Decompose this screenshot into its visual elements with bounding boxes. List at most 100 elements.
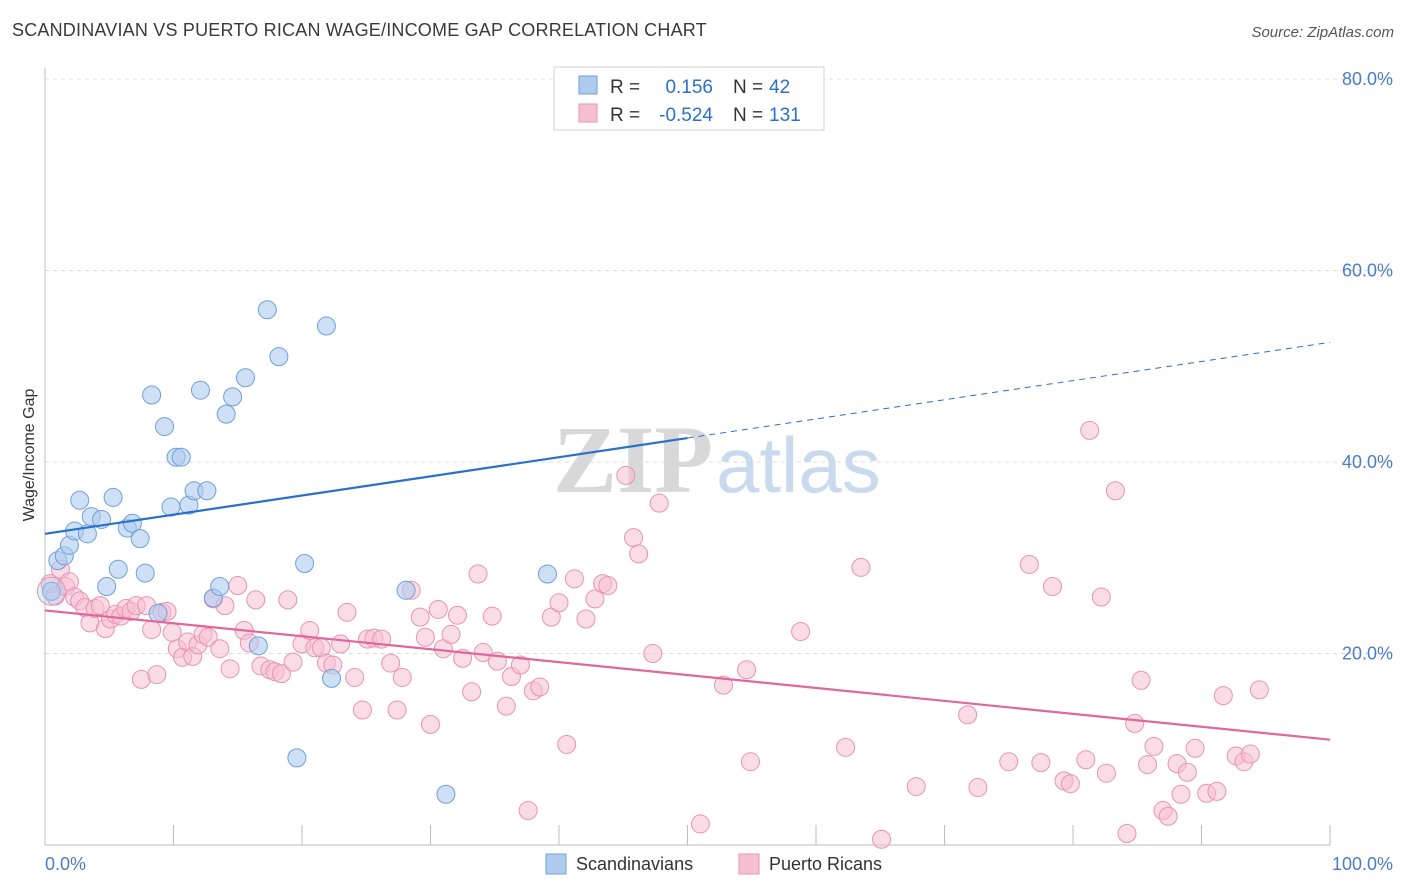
legend-n-value-1: 42 [769, 77, 790, 98]
puerto-rican-point [283, 652, 303, 672]
puerto-rican-point [162, 622, 182, 642]
puerto-rican-point [1019, 554, 1039, 574]
y-tick-label: 80.0% [1342, 69, 1393, 89]
scandinavian-point [216, 404, 236, 424]
y-tick-label: 60.0% [1342, 261, 1393, 281]
puerto-rican-point [643, 644, 663, 663]
scandinavian-point [269, 347, 289, 367]
puerto-rican-point [392, 667, 412, 687]
scandinavian-point [70, 490, 90, 510]
puerto-rican-point [585, 589, 605, 609]
puerto-rican-point [421, 714, 440, 734]
bottom-legend-swatch-scandinavian [545, 853, 567, 875]
puerto-rican-point [1125, 713, 1145, 733]
puerto-rican-point [836, 737, 856, 757]
x-tick-label: 100.0% [1332, 854, 1393, 874]
puerto-rican-point [906, 777, 926, 797]
puerto-rican-point [564, 569, 584, 589]
puerto-rican-point [1096, 763, 1116, 783]
scandinavian-point [396, 580, 416, 600]
puerto-rican-point [410, 607, 430, 627]
puerto-rican-point [1031, 753, 1051, 773]
scandinavian-trend-line [44, 436, 688, 535]
scandinavian-trend-extension [687, 341, 1331, 439]
puerto-rican-point [510, 655, 530, 675]
puerto-rican-point [1144, 736, 1164, 756]
puerto-rican-points [40, 420, 1269, 849]
puerto-rican-point [958, 705, 978, 725]
scandinavian-point [197, 481, 217, 501]
scandinavian-points [36, 107, 610, 804]
puerto-rican-point [220, 659, 240, 679]
cluster-point [36, 576, 66, 606]
y-axis-title: Wage/Income Gap [21, 389, 38, 522]
puerto-rican-point [851, 557, 871, 577]
scandinavian-point [148, 603, 168, 623]
scandinavian-point [316, 316, 336, 336]
axes [44, 68, 1331, 846]
scandinavian-point [223, 387, 243, 407]
scandinavian-point [135, 563, 155, 583]
bottom-legend-label-puerto-ricans: Puerto Ricans [769, 854, 882, 874]
legend-r-value-2: -0.524 [659, 105, 713, 126]
puerto-rican-point [557, 734, 577, 754]
puerto-rican-point [1158, 806, 1178, 826]
legend-r-label-1: R = [610, 77, 640, 98]
series-legend: Scandinavians Puerto Ricans [545, 853, 882, 875]
y-tick-label: 20.0% [1342, 644, 1393, 664]
legend-n-value-2: 131 [769, 105, 801, 126]
puerto-rican-point [690, 814, 710, 834]
puerto-rican-point [872, 829, 892, 849]
y-tick-label: 40.0% [1342, 452, 1393, 472]
puerto-rican-point [616, 465, 636, 485]
puerto-rican-point [1177, 762, 1197, 782]
scandinavian-point [295, 553, 315, 573]
puerto-rican-point [90, 596, 110, 616]
puerto-rican-point [649, 493, 669, 513]
legend-r-label-2: R = [610, 105, 640, 126]
puerto-rican-point [142, 620, 162, 640]
puerto-rican-point [428, 599, 448, 619]
puerto-rican-point [530, 677, 550, 697]
trend-lines [44, 341, 1331, 741]
x-tick-label: 0.0% [45, 854, 86, 874]
scandinavian-point [436, 784, 456, 804]
puerto-rican-point [387, 700, 407, 720]
puerto-rican-point [518, 801, 538, 821]
legend-n-label-1: N = [733, 77, 763, 98]
source-credit: Source: ZipAtlas.com [1251, 24, 1394, 41]
puerto-rican-point [740, 752, 760, 772]
puerto-rican-point [1060, 774, 1080, 794]
legend-swatch-puerto-rican [578, 103, 598, 123]
scandinavian-point [190, 380, 210, 400]
correlation-legend: R = 0.156 N = 42 R = -0.524 N = 131 [553, 66, 825, 131]
watermark-atlas: atlas [716, 421, 881, 509]
puerto-rican-point [300, 621, 320, 641]
scandinavian-point [537, 564, 557, 584]
grid-lines [45, 78, 1392, 654]
watermark-zip: ZIP [553, 406, 713, 513]
scandinavian-point [235, 368, 255, 388]
scandinavian-point [257, 300, 277, 320]
scandinavian-point [122, 513, 142, 533]
puerto-rican-point [271, 664, 291, 684]
puerto-rican-point [147, 665, 167, 685]
puerto-rican-point [228, 576, 248, 596]
scandinavian-point [171, 447, 191, 467]
scandinavian-point [97, 576, 117, 596]
puerto-rican-point [598, 576, 618, 596]
puerto-rican-point [198, 627, 218, 647]
puerto-rican-point [791, 621, 811, 641]
puerto-rican-point [1138, 755, 1158, 775]
puerto-rican-point [576, 609, 596, 629]
bottom-legend-label-scandinavians: Scandinavians [576, 854, 693, 874]
scandinavian-point [248, 636, 268, 656]
puerto-rican-point [1117, 824, 1137, 844]
bottom-legend-swatch-puerto-rican [738, 853, 760, 875]
puerto-rican-point [624, 528, 644, 548]
scandinavian-point [155, 417, 175, 437]
puerto-rican-point [1207, 781, 1227, 801]
puerto-rican-point [1213, 686, 1233, 706]
scandinavian-point [41, 581, 61, 601]
